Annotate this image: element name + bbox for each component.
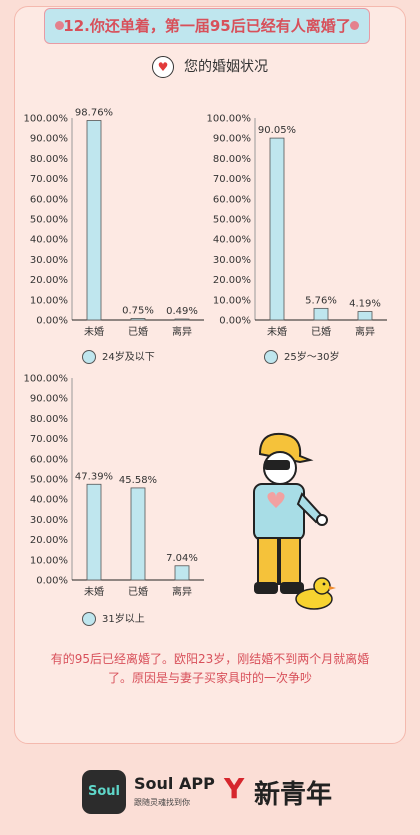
data-label: 5.76% xyxy=(305,295,337,306)
y-tick-label: 20.00% xyxy=(213,275,251,286)
bar xyxy=(313,307,329,321)
xinqingnian-logo-icon: Y xyxy=(224,772,245,805)
y-tick-label: 80.00% xyxy=(30,154,68,165)
y-tick-label: 90.00% xyxy=(213,134,251,145)
y-tick-label: 100.00% xyxy=(207,114,252,125)
y-tick-label: 50.00% xyxy=(213,215,251,226)
y-tick-label: 90.00% xyxy=(30,134,68,145)
person-illustration xyxy=(253,432,328,594)
pin-right-icon xyxy=(350,21,359,30)
y-tick-label: 50.00% xyxy=(30,475,68,486)
chart-age-25-30: 0.00% 10.00% 20.00% 30.00% 40.00% 50.00% 60.00… xyxy=(207,114,387,338)
x-tick-label: 已婚 xyxy=(311,325,331,338)
legend-label: 31岁以上 xyxy=(102,614,145,625)
section-header: ♥ 您的婚姻状况 xyxy=(0,56,420,80)
y-tick-label: 40.00% xyxy=(30,495,68,506)
y-tick-label: 70.00% xyxy=(213,174,251,185)
data-label: 98.76% xyxy=(75,108,113,119)
bar xyxy=(174,565,190,581)
bar xyxy=(269,137,285,321)
x-tick-label: 离异 xyxy=(355,325,375,338)
data-label: 7.04% xyxy=(166,553,198,564)
data-label: 47.39% xyxy=(75,471,113,482)
legend-label: 25岁～30岁 xyxy=(284,352,340,363)
chart-age-31-over: 0.00% 10.00% 20.00% 30.00% 40.00% 50.00% 60.00… xyxy=(24,374,204,598)
y-tick-label: 70.00% xyxy=(30,434,68,445)
y-tick-label: 80.00% xyxy=(213,154,251,165)
data-label: 45.58% xyxy=(119,475,157,486)
chart-age-24-under: 0.00% 10.00% 20.00% 30.00% 40.00% 50.00% 60.00… xyxy=(24,108,204,338)
y-tick-label: 0.00% xyxy=(36,576,68,587)
y-tick-label: 80.00% xyxy=(30,414,68,425)
section-title: 您的婚姻状况 xyxy=(184,59,268,75)
y-tick-label: 50.00% xyxy=(30,215,68,226)
x-tick-label: 未婚 xyxy=(84,325,104,338)
content-frame xyxy=(14,6,406,744)
y-tick-label: 40.00% xyxy=(213,235,251,246)
legend-age-31-over: 31岁以上 xyxy=(82,610,145,626)
y-tick-label: 0.00% xyxy=(219,316,251,327)
y-tick-label: 40.00% xyxy=(30,235,68,246)
y-tick-label: 20.00% xyxy=(30,535,68,546)
y-tick-label: 70.00% xyxy=(30,174,68,185)
soul-slogan: 跟随灵魂找到你 xyxy=(134,798,190,807)
legend-label: 24岁及以下 xyxy=(102,352,155,363)
y-tick-label: 10.00% xyxy=(30,555,68,566)
heart-icon: ♥ xyxy=(152,56,174,78)
y-tick-label: 30.00% xyxy=(213,255,251,266)
bar xyxy=(130,487,146,581)
soul-logo: Soul xyxy=(82,770,126,814)
footer: Soul Soul APP 跟随灵魂找到你 Y 新青年 xyxy=(0,768,420,818)
y-tick-label: 100.00% xyxy=(24,374,69,385)
legend-swatch xyxy=(82,612,96,626)
bar xyxy=(174,318,190,321)
data-label: 4.19% xyxy=(349,299,381,310)
legend-age-25-30: 25岁～30岁 xyxy=(264,348,339,364)
x-tick-label: 已婚 xyxy=(128,325,148,338)
y-tick-label: 0.00% xyxy=(36,316,68,327)
data-label: 0.49% xyxy=(166,306,198,317)
y-tick-label: 10.00% xyxy=(213,295,251,306)
legend-age-24-under: 24岁及以下 xyxy=(82,348,155,364)
bar xyxy=(130,318,146,321)
page-title: 12.你还单着，第一届95后已经有人离婚了 xyxy=(63,17,351,35)
soul-app-name: Soul APP xyxy=(134,774,215,793)
y-tick-label: 60.00% xyxy=(30,194,68,205)
title-banner: 12.你还单着，第一届95后已经有人离婚了 xyxy=(44,8,370,44)
bar xyxy=(86,483,102,581)
rubber-duck-icon xyxy=(295,577,336,610)
x-tick-label: 未婚 xyxy=(84,585,104,598)
y-tick-label: 100.00% xyxy=(24,114,69,125)
bar xyxy=(357,311,373,321)
story-note: 有的95后已经离婚了。欧阳23岁，刚结婚不到两个月就离婚了。原因是与妻子买家具时… xyxy=(50,652,370,685)
y-tick-label: 30.00% xyxy=(30,515,68,526)
y-tick-label: 20.00% xyxy=(30,275,68,286)
data-label: 0.75% xyxy=(122,305,154,316)
legend-swatch xyxy=(82,350,96,364)
x-tick-label: 未婚 xyxy=(267,325,287,338)
xinqingnian-name: 新青年 xyxy=(254,780,333,810)
x-tick-label: 离异 xyxy=(172,325,192,338)
y-tick-label: 10.00% xyxy=(30,295,68,306)
y-tick-label: 60.00% xyxy=(30,454,68,465)
pin-left-icon xyxy=(55,21,64,30)
data-label: 90.05% xyxy=(258,125,296,136)
y-tick-label: 60.00% xyxy=(213,194,251,205)
y-tick-label: 90.00% xyxy=(30,394,68,405)
x-tick-label: 已婚 xyxy=(128,585,148,598)
y-tick-label: 30.00% xyxy=(30,255,68,266)
bar xyxy=(86,120,102,321)
legend-swatch xyxy=(264,350,278,364)
x-tick-label: 离异 xyxy=(172,585,192,598)
